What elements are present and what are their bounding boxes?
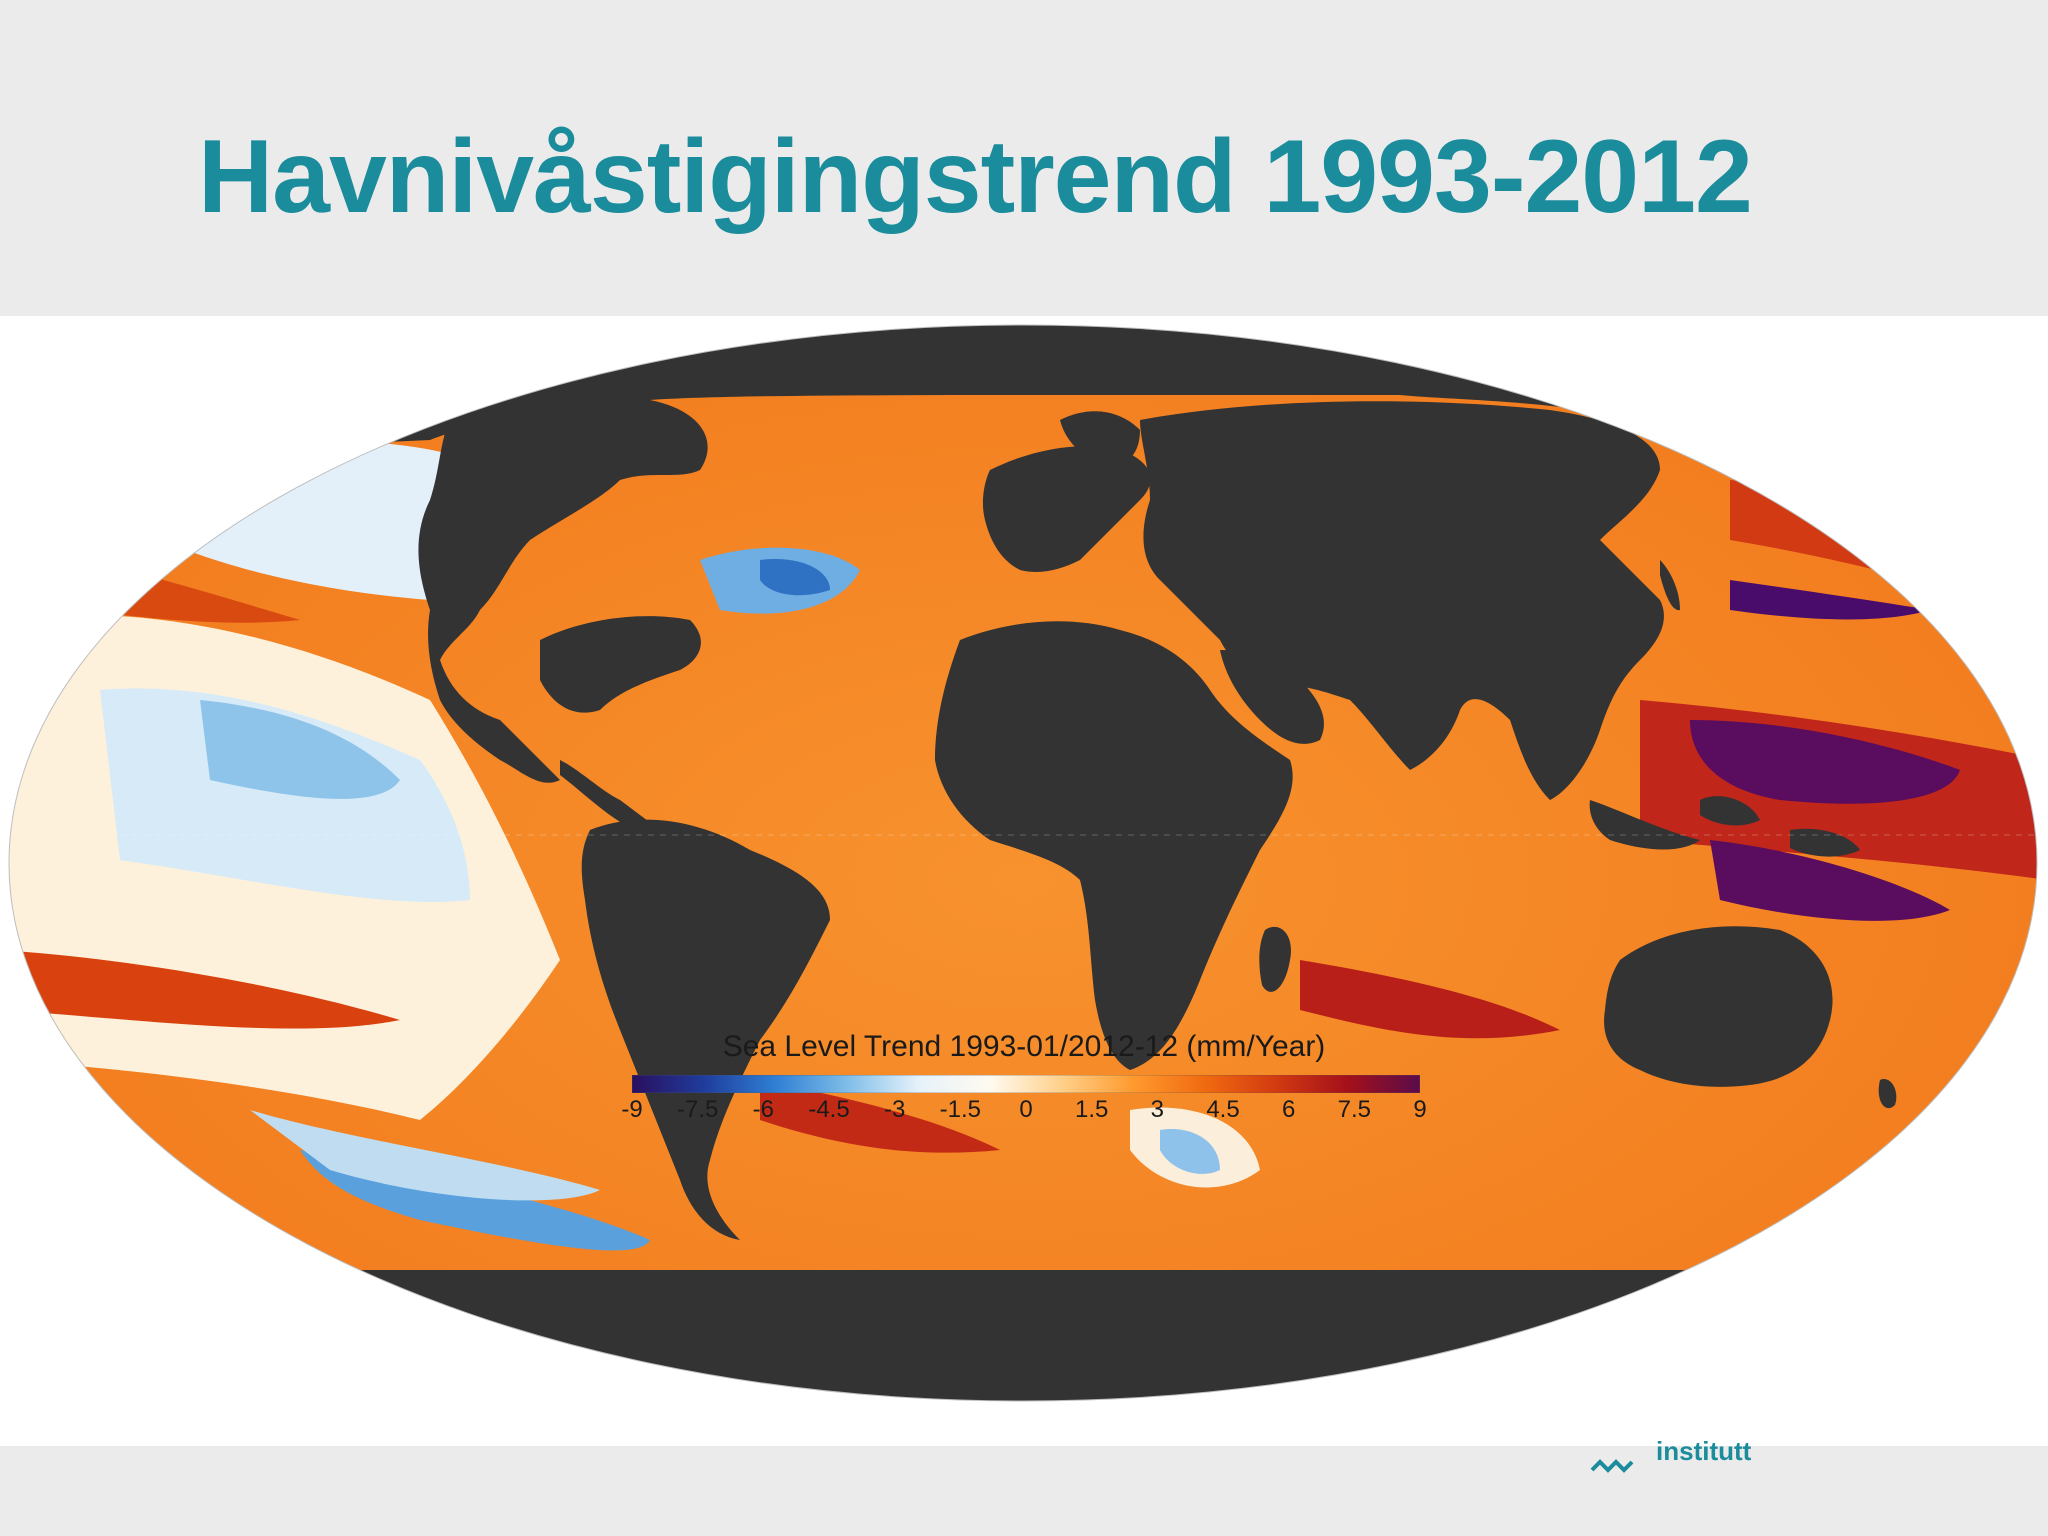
colorbar-tick-label: 4.5 [1206,1096,1240,1123]
sea-level-map [8,324,2038,1402]
colorbar-tick-label: -9 [621,1096,643,1123]
southern-ocean-anomaly [1130,1107,1260,1188]
slide-title: Havnivåstigingstrend 1993-2012 [198,119,1753,235]
colorbar-tick-label: -4.5 [808,1096,850,1123]
map-body [9,325,2037,1401]
north-atlantic-anomaly [700,547,860,614]
colorbar-tick-label: -7.5 [676,1096,719,1123]
colorbar-tick-label: 7.5 [1337,1096,1372,1123]
colorbar-tick-label: -3 [883,1096,906,1123]
colorbar-tick-label: 3 [1150,1096,1165,1123]
colorbar-tick-label: 1.5 [1074,1096,1109,1123]
map-area [0,316,2048,1446]
colorbar-title: Sea Level Trend 1993-01/2012-12 (mm/Year… [722,1030,1326,1063]
colorbar-tick-label: 9 [1413,1096,1427,1123]
western-pacific-maximum [1690,580,1960,921]
colorbar-tick-label: 0 [1019,1096,1033,1123]
colorbar-tick-label: -6 [752,1096,774,1123]
colorbar-tick-label: 6 [1281,1096,1296,1123]
slide-header: Havnivåstigingstrend 1993-2012 [0,0,2048,316]
colorbar [632,1075,1420,1093]
colorbar-tick-label: -1.5 [939,1096,982,1123]
footer-logo-text: institutt [1656,1436,1752,1466]
waves-logo-icon [1590,1459,1634,1473]
slide-footer [0,1446,2048,1536]
